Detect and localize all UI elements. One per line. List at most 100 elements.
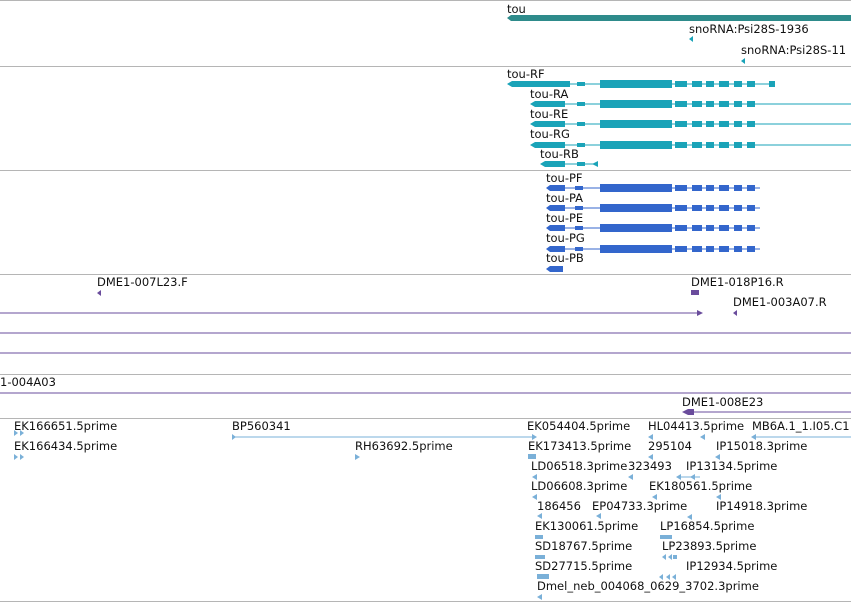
polypeptide-tou-pb-glyph[interactable]	[546, 266, 563, 272]
polypeptide-label-tou-pa[interactable]: tou-PA	[546, 191, 584, 205]
polypeptide-tou-pf-glyph[interactable]	[546, 184, 760, 192]
est-label[interactable]: IP12934.5prime	[686, 559, 778, 573]
polypeptide-label-tou-pb[interactable]: tou-PB	[546, 251, 584, 265]
transcript-tou-rf-glyph[interactable]	[507, 80, 775, 88]
est-glyph[interactable]	[355, 454, 360, 460]
transcript-label-tou-rf[interactable]: tou-RF	[507, 67, 545, 81]
est-glyph[interactable]	[535, 555, 545, 559]
est-glyph[interactable]	[715, 454, 720, 460]
est-glyph[interactable]	[537, 513, 542, 519]
est-glyph[interactable]	[537, 574, 549, 579]
est-label[interactable]: EK130061.5prime	[535, 519, 639, 533]
est-glyph[interactable]	[662, 554, 666, 560]
est-glyph[interactable]	[660, 535, 672, 539]
polypeptide-tou-pa-glyph[interactable]	[546, 204, 760, 212]
track-separator	[0, 0, 851, 1]
clone-007l23-glyph[interactable]	[97, 290, 101, 296]
est-glyph[interactable]	[668, 554, 672, 560]
est-glyph[interactable]	[14, 454, 18, 460]
est-glyph[interactable]	[628, 474, 633, 480]
est-label[interactable]: SD27715.5prime	[535, 559, 633, 573]
snorna-11-glyph[interactable]	[741, 58, 745, 64]
est-label[interactable]: IP14918.3prime	[716, 499, 808, 513]
est-label[interactable]: LD06608.3prime	[531, 479, 628, 493]
clone-span-line[interactable]	[0, 310, 703, 316]
est-glyph[interactable]	[232, 434, 537, 440]
clone-label[interactable]: 1-004A03	[0, 375, 56, 389]
est-glyph[interactable]	[14, 430, 18, 436]
est-label[interactable]: LP23893.5prime	[662, 539, 757, 553]
est-glyph[interactable]	[716, 494, 721, 500]
est-glyph[interactable]	[648, 434, 653, 440]
est-label[interactable]: LP16854.5prime	[660, 519, 755, 533]
est-label[interactable]: EK054404.5prime	[527, 419, 631, 433]
est-label[interactable]: EK166651.5prime	[14, 419, 118, 433]
est-glyph[interactable]	[532, 474, 537, 480]
est-glyph[interactable]	[659, 574, 663, 580]
track-separator	[0, 170, 851, 171]
clone-003a07-glyph[interactable]	[733, 310, 737, 316]
est-label[interactable]: IP15018.3prime	[716, 439, 808, 453]
est-glyph[interactable]	[687, 514, 692, 520]
est-glyph[interactable]	[673, 555, 677, 559]
est-label[interactable]: 186456	[537, 499, 581, 513]
transcript-tou-ra-glyph[interactable]	[530, 100, 851, 108]
gene-tou-glyph[interactable]	[507, 15, 851, 21]
clone-008e23-glyph[interactable]	[682, 409, 851, 415]
est-label[interactable]: RH63692.5prime	[355, 439, 453, 453]
track-separator	[0, 418, 851, 419]
clone-label[interactable]: DME1-003A07.R	[733, 295, 827, 309]
est-label[interactable]: HL04413.5prime	[648, 419, 745, 433]
est-label[interactable]: 295104	[648, 439, 692, 453]
transcript-tou-re-glyph[interactable]	[530, 120, 851, 128]
snorna-label[interactable]: snoRNA:Psi28S-11	[741, 43, 847, 57]
est-glyph[interactable]	[528, 454, 536, 459]
clone-018p16-glyph[interactable]	[691, 290, 699, 295]
est-label[interactable]: 323493	[628, 459, 672, 473]
transcript-tou-rg-glyph[interactable]	[530, 141, 851, 149]
est-glyph[interactable]	[648, 454, 653, 460]
est-label[interactable]: MB6A.1_1.I05.C1	[752, 419, 850, 433]
snorna-label[interactable]: snoRNA:Psi28S-1936	[689, 22, 809, 36]
est-label[interactable]: BP560341	[232, 419, 291, 433]
polypeptide-tou-pe-glyph[interactable]	[546, 224, 760, 232]
est-glyph[interactable]	[20, 454, 24, 460]
est-label[interactable]: Dmel_neb_004068_0629_3702.3prime	[537, 579, 759, 593]
est-label[interactable]: EK166434.5prime	[14, 439, 118, 453]
est-label[interactable]: EP04733.3prime	[592, 499, 688, 513]
est-glyph[interactable]	[532, 494, 537, 500]
transcript-label-tou-rb[interactable]: tou-RB	[540, 147, 579, 161]
est-glyph[interactable]	[666, 574, 670, 580]
est-glyph[interactable]	[537, 594, 542, 600]
est-glyph[interactable]	[20, 430, 24, 436]
est-glyph[interactable]	[751, 434, 851, 440]
transcript-label-tou-re[interactable]: tou-RE	[530, 107, 569, 121]
polypeptide-label-tou-pg[interactable]: tou-PG	[546, 231, 585, 245]
clone-label[interactable]: DME1-007L23.F	[97, 275, 188, 289]
est-label[interactable]: IP13134.5prime	[686, 459, 778, 473]
est-label[interactable]: EK180561.5prime	[649, 479, 753, 493]
est-glyph[interactable]	[676, 474, 700, 480]
est-glyph[interactable]	[672, 574, 676, 580]
est-label[interactable]: SD18767.5prime	[535, 539, 633, 553]
est-label[interactable]: EK173413.5prime	[528, 439, 632, 453]
est-glyph[interactable]	[652, 494, 657, 500]
est-label[interactable]: LD06518.3prime	[531, 459, 628, 473]
polypeptide-tou-pg-glyph[interactable]	[546, 245, 760, 253]
track-separator	[0, 274, 851, 275]
transcript-label-tou-ra[interactable]: tou-RA	[530, 87, 569, 101]
polypeptide-label-tou-pe[interactable]: tou-PE	[546, 211, 584, 225]
clone-label[interactable]: DME1-008E23	[682, 395, 764, 409]
track-separator	[0, 66, 851, 67]
est-glyph[interactable]	[535, 535, 543, 539]
transcript-label-tou-rg[interactable]: tou-RG	[530, 127, 570, 141]
gene-label-tou[interactable]: tou	[507, 2, 526, 16]
est-glyph[interactable]	[700, 434, 705, 440]
snorna-1936-glyph[interactable]	[689, 36, 693, 42]
est-glyph[interactable]	[596, 513, 601, 519]
clone-label[interactable]: DME1-018P16.R	[691, 275, 784, 289]
polypeptide-label-tou-pf[interactable]: tou-PF	[546, 171, 583, 185]
transcript-tou-rb-glyph[interactable]	[540, 161, 598, 167]
